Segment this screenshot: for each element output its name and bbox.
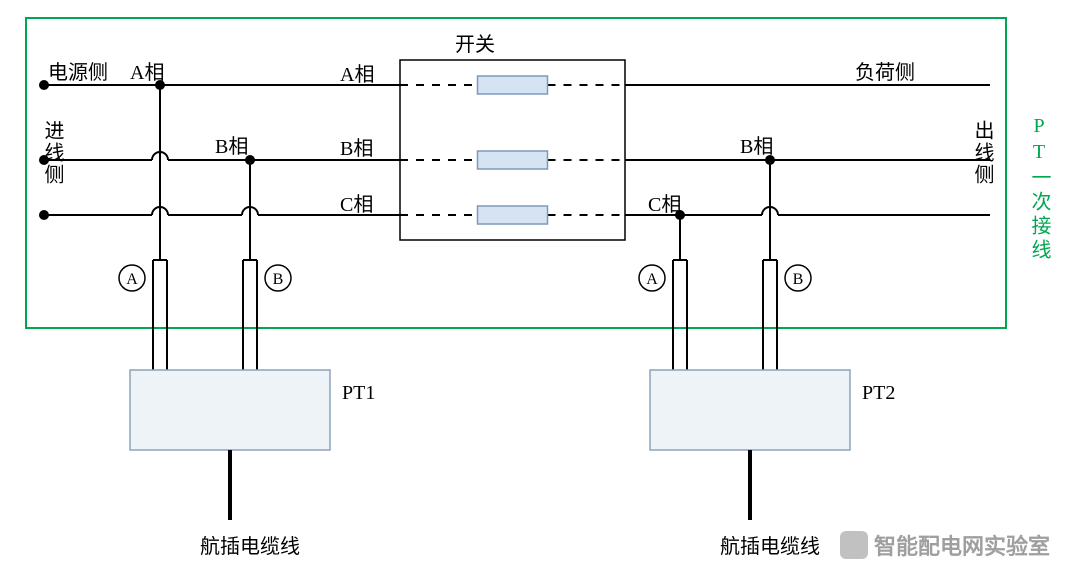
pt2-label: PT2 [862, 382, 895, 405]
svg-text:A: A [646, 271, 658, 288]
phase-a-sw: A相 [340, 58, 374, 87]
pt1-label: PT1 [342, 382, 375, 405]
cable2-label: 航插电缆线 [720, 530, 820, 559]
out-side-label: 出线侧 [968, 120, 997, 186]
svg-text:A: A [126, 271, 138, 288]
wiring-diagram: ABAB [0, 0, 1080, 581]
wechat-icon [840, 531, 868, 559]
green-side-label: PT一次接线 [1025, 115, 1054, 263]
svg-text:B: B [273, 271, 284, 288]
phase-a-left: A相 [130, 56, 164, 85]
source-side-label: 电源侧 [48, 56, 108, 85]
watermark-text: 智能配电网实验室 [874, 529, 1050, 561]
cable1-label: 航插电缆线 [200, 530, 300, 559]
watermark: 智能配电网实验室 [840, 529, 1050, 561]
phase-c-right: C相 [648, 188, 681, 217]
in-side-label: 进线侧 [38, 120, 67, 186]
svg-text:B: B [793, 271, 804, 288]
phase-b-left: B相 [215, 130, 248, 159]
phase-b-sw: B相 [340, 132, 373, 161]
switch-title: 开关 [455, 28, 495, 57]
phase-b-right: B相 [740, 130, 773, 159]
phase-c-sw: C相 [340, 188, 373, 217]
load-side-label: 负荷侧 [855, 56, 915, 85]
